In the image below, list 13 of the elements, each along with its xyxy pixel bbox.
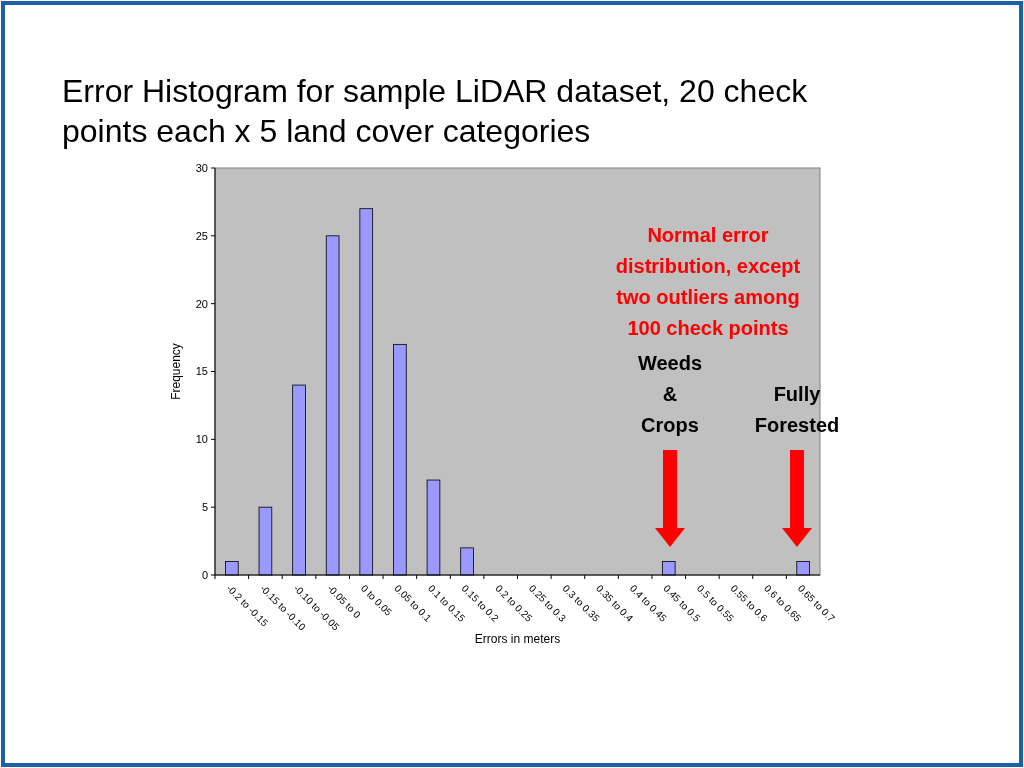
y-tick-label: 0: [201, 568, 208, 581]
y-axis-title: Frequency: [169, 343, 183, 400]
y-tick-label: 15: [195, 365, 208, 378]
chart-title: Error Histogram for sample LiDAR dataset, 20 check points each x 5 land cover categories: [62, 73, 809, 149]
y-tick-label: 30: [195, 161, 208, 174]
y-tick-label: 5: [201, 501, 208, 514]
y-tick-label: 20: [195, 297, 208, 310]
x-axis-title: Errors in meters: [474, 632, 561, 646]
y-tick-label: 10: [195, 433, 208, 446]
annotation: Weeds & Crops: [637, 352, 703, 436]
annotation: Normal error distribution, except two outliers among 100 check points: [615, 224, 801, 339]
annotation: Fully Forested: [754, 383, 840, 436]
y-tick-label: 25: [195, 229, 208, 242]
